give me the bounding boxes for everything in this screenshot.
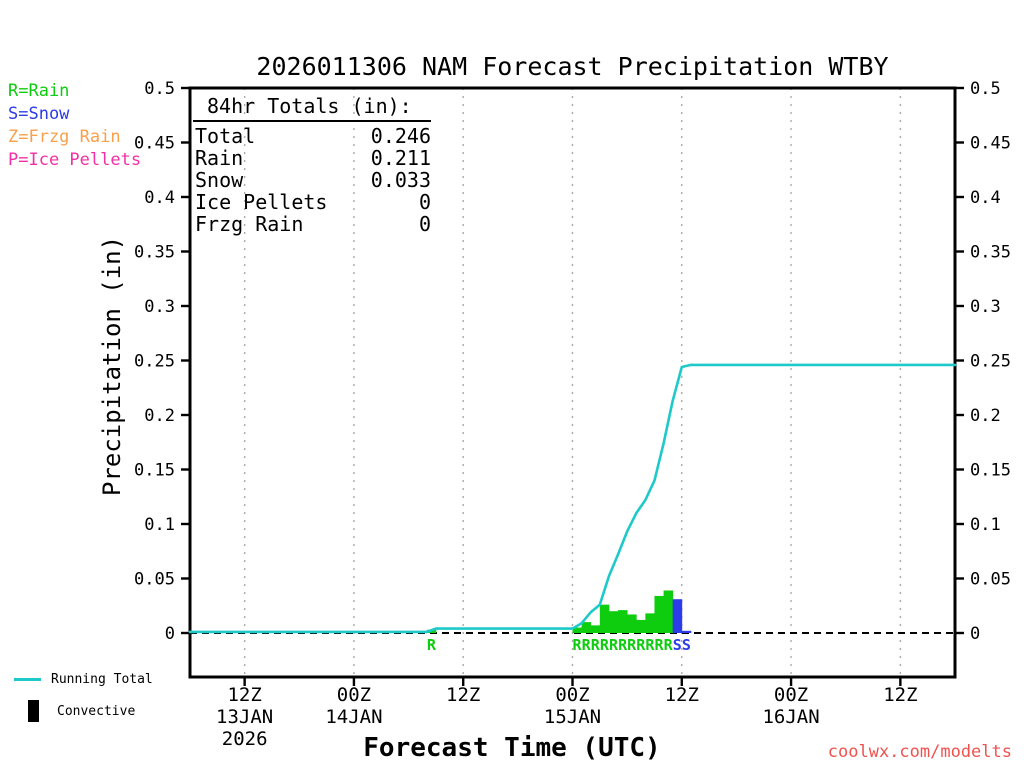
running-total-line-swatch [14,677,41,681]
rain-bar [636,619,646,633]
x-tick-label: 00Z [774,684,808,706]
running-total-line [188,363,957,634]
snow-bar [681,630,692,633]
x-tick-label: 16JAN [762,706,819,728]
rain-bar [581,622,592,633]
rain-marker-letter: R [427,636,437,654]
y-tick-label-right: 0.25 [970,352,1011,372]
legend-snow: S=Snow [8,104,70,124]
x-tick-label: 12Z [227,684,261,706]
watermark-link[interactable]: coolwx.com/modelts [827,742,1012,762]
rain-marker-letter: R [655,636,665,654]
x-tick-label: 12Z [883,684,917,706]
legend-rain: R=Rain [8,81,70,101]
x-tick-label: 12Z [446,684,480,706]
snow-marker-letter: S [673,636,682,654]
legend-running-total: Running Total [14,668,153,690]
totals-row-frzg-rain: Frzg Rain 0 [195,212,431,236]
y-tick-label-right: 0.35 [970,243,1011,263]
totals-row-snow: Snow 0.033 [195,168,431,192]
y-tick-label-right: 0.05 [970,570,1011,590]
rain-marker-letter: R [609,636,619,654]
legend-frzg-rain: Z=Frzg Rain [8,127,121,147]
snow-bar [672,599,683,633]
y-tick-label-left: 0.15 [134,461,175,481]
y-tick-label-left: 0.35 [134,243,175,263]
x-tick-label: 00Z [337,684,371,706]
rain-bar [663,590,674,633]
rain-bar [627,614,637,633]
totals-row-total: Total 0.246 [195,124,431,148]
y-tick-label-right: 0.1 [970,515,1001,535]
y-tick-label-left: 0.4 [144,188,175,208]
rain-bar [645,613,655,633]
legend-ice-pellets: P=Ice Pellets [8,150,142,170]
y-tick-label-left: 0.25 [134,352,175,372]
y-axis-label: Precipitation (in) [98,235,126,496]
x-tick-label: 2026 [222,728,268,750]
x-axis-label: Forecast Time (UTC) [363,733,661,763]
y-tick-label-left: 0 [165,624,175,644]
precip-type-legend: R=Rain S=Snow Z=Frzg Rain P=Ice Pellets [8,80,141,172]
rain-marker-letter: R [582,636,592,654]
y-tick-label-right: 0 [970,624,980,644]
x-tick-label: 12Z [665,684,699,706]
y-tick-label-right: 0.15 [970,461,1011,481]
y-tick-label-left: 0.5 [144,79,175,99]
rain-marker-letter: R [636,636,646,654]
rain-bar [654,595,664,633]
x-tick-label: 13JAN [216,706,273,728]
rain-marker-letter: R [573,636,583,654]
rain-bar [590,625,601,633]
x-tick-label: 15JAN [544,706,601,728]
y-tick-label-left: 0.3 [144,297,175,317]
rain-marker-letter: R [591,636,601,654]
totals-row-ice-pellets: Ice Pellets 0 [195,190,431,214]
rain-marker-letter: R [600,636,610,654]
snow-marker-letter: S [682,636,691,654]
y-tick-label-right: 0.3 [970,297,1001,317]
convective-bar-swatch [28,700,39,722]
y-tick-label-left: 0.05 [134,570,175,590]
rain-marker-letter: R [645,636,655,654]
rain-bar [608,611,619,633]
chart-title: 2026011306 NAM Forecast Precipitation WT… [256,52,889,81]
rain-marker-letter: R [627,636,637,654]
y-tick-label-right: 0.2 [970,406,1001,426]
series-legend: Running Total Convective [14,668,153,732]
rain-marker-letter: R [618,636,628,654]
rain-bar [618,610,628,633]
x-tick-label: 14JAN [325,706,382,728]
totals-row-rain: Rain 0.211 [195,146,431,170]
y-tick-label-right: 0.4 [970,188,1001,208]
rain-marker-letter: R [664,636,674,654]
x-tick-label: 00Z [555,684,589,706]
y-tick-label-left: 0.2 [144,406,175,426]
rain-bar [572,627,583,633]
totals-header: 84hr Totals (in): [193,94,431,122]
y-tick-label-right: 0.5 [970,79,1001,99]
rain-bar [599,604,610,633]
totals-box: 84hr Totals (in): Total 0.246 Rain 0.211 S… [193,94,431,235]
y-tick-label-right: 0.45 [970,134,1011,154]
y-tick-label-left: 0.1 [144,515,175,535]
legend-convective: Convective [14,700,153,722]
y-tick-label-left: 0.45 [134,134,175,154]
